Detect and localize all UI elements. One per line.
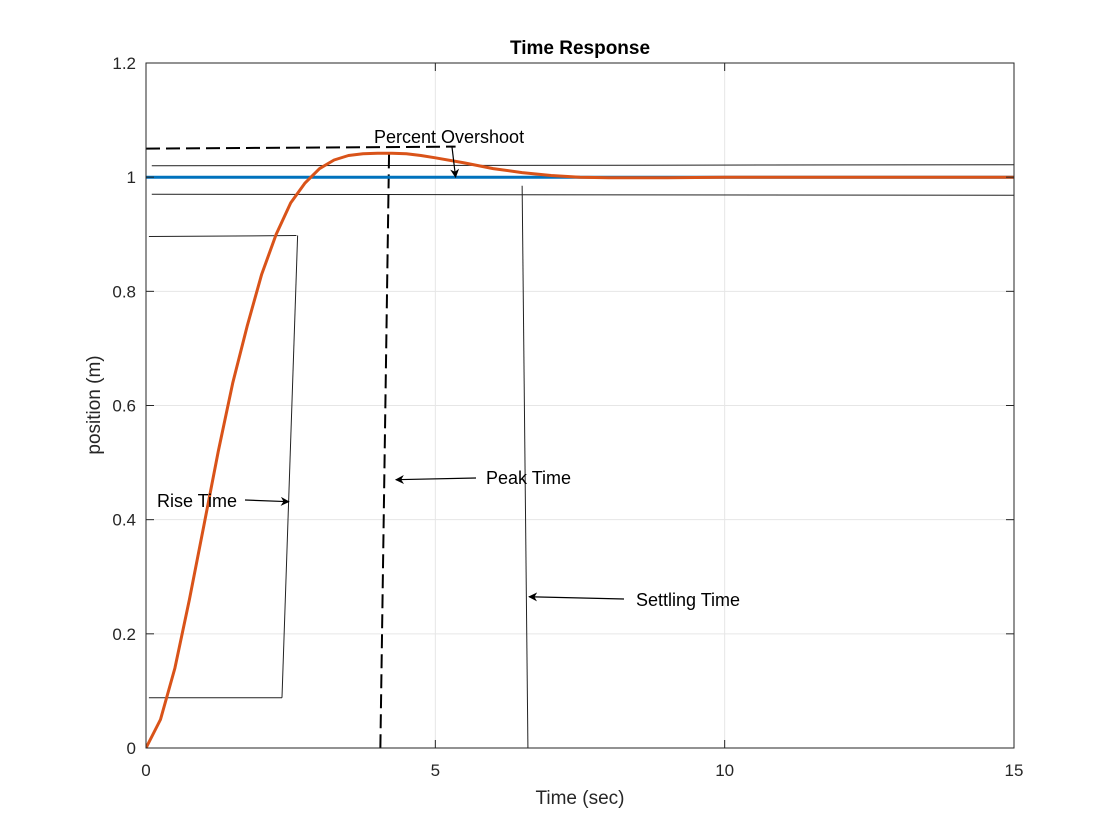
reference-lines (146, 145, 1014, 748)
y-tick-label: 0.4 (112, 511, 136, 530)
y-tick-label: 0.6 (112, 397, 136, 416)
percent-overshoot-arrow (450, 146, 460, 179)
peak-level-dashed-line (146, 145, 456, 150)
y-tick-label: 0.8 (112, 282, 136, 301)
rise-time-label: Rise Time (157, 491, 237, 511)
x-tick-label: 5 (431, 761, 440, 780)
y-tick-label: 0 (127, 739, 136, 758)
percent-overshoot-label: Percent Overshoot (374, 127, 524, 147)
x-tick-label: 10 (715, 761, 734, 780)
y-tick-label: 1 (127, 168, 136, 187)
chart-title: Time Response (510, 38, 650, 59)
rise-time-connector-line (281, 235, 299, 698)
settling-time-line (521, 185, 529, 748)
rise-time-high-line (148, 235, 297, 238)
peak-time-arrow (394, 475, 477, 485)
x-tick-label: 0 (141, 761, 150, 780)
settling-band-upper-line (151, 164, 1014, 167)
settling-time-label: Settling Time (636, 590, 740, 610)
series-lines (146, 151, 1014, 748)
rise-time-arrow (244, 496, 290, 506)
y-tick-label: 0.2 (112, 625, 136, 644)
response-line (146, 151, 1014, 748)
y-axis-label: position (m) (84, 355, 105, 454)
peak-time-label: Peak Time (486, 468, 571, 488)
axis-ticks: 0 5 10 15 0 0.2 0.4 0.6 0.8 1 1.2 (112, 54, 1023, 780)
settling-time-arrow (528, 592, 625, 602)
y-tick-label: 1.2 (112, 54, 136, 73)
x-axis-label: Time (sec) (535, 788, 624, 809)
x-tick-label: 15 (1005, 761, 1024, 780)
annotations: Percent Overshoot Rise Time Peak Time Settl… (157, 127, 740, 610)
